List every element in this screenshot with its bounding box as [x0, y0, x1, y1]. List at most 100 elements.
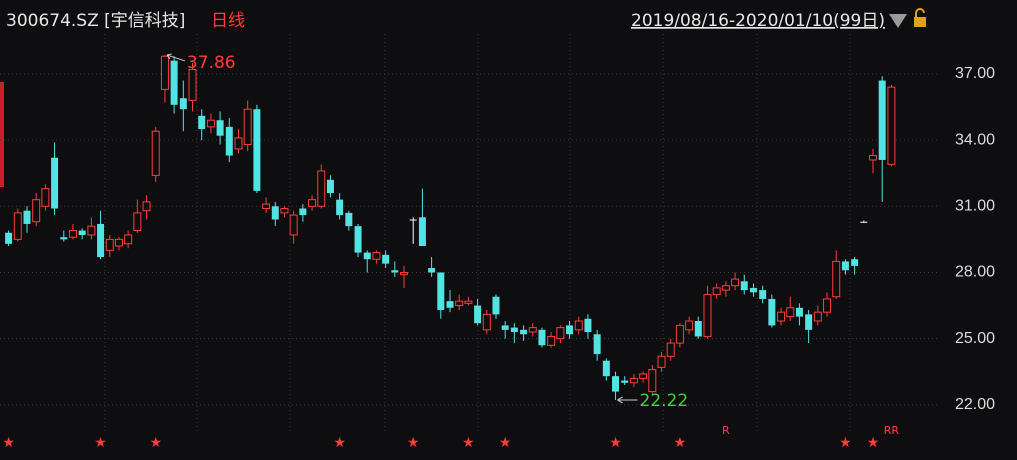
event-marker: R	[722, 424, 730, 437]
candle-body	[400, 271, 409, 276]
candle-body	[851, 259, 859, 266]
candle-body	[657, 355, 666, 368]
candle-body	[32, 199, 41, 223]
candle-body	[317, 170, 326, 207]
candle-body	[225, 126, 233, 156]
candle-body	[198, 115, 206, 130]
y-tick-label: 25.00	[955, 330, 995, 347]
candle-body	[712, 287, 721, 296]
candle-body	[455, 300, 464, 307]
candle-body	[621, 380, 629, 383]
candle-body	[731, 278, 740, 287]
candle-body	[805, 314, 813, 330]
candle-body	[41, 188, 50, 207]
candle-body	[437, 272, 445, 310]
candle-body	[694, 321, 702, 337]
event-marker: ★	[149, 435, 162, 451]
candle-body	[428, 268, 436, 273]
candle-body	[492, 296, 500, 315]
candle-body	[289, 214, 298, 236]
side-marker	[0, 82, 4, 187]
candle-body	[23, 210, 31, 224]
candle-body	[5, 232, 13, 244]
candle-body	[556, 327, 565, 340]
candle-body	[574, 320, 583, 331]
candle-body	[234, 137, 243, 150]
candle-body	[68, 230, 77, 238]
candle-body	[124, 234, 133, 245]
candle-body	[768, 298, 776, 326]
candle-body	[777, 311, 786, 322]
candle-body	[566, 325, 574, 335]
candle-body	[721, 285, 730, 291]
y-tick-label: 34.00	[955, 131, 995, 148]
event-marker: ★	[94, 435, 107, 451]
min-arrow	[617, 396, 638, 404]
candle-body	[528, 327, 537, 333]
lock-icon[interactable]	[914, 8, 926, 27]
candle-body	[510, 327, 518, 333]
candle-body	[547, 335, 556, 346]
candle-body	[860, 221, 868, 223]
candle-body	[418, 217, 426, 246]
candle-body	[354, 226, 362, 253]
candle-body	[391, 270, 399, 273]
candle-body	[253, 109, 261, 191]
candle-body	[409, 219, 417, 221]
candle-body	[740, 281, 748, 291]
candle-body	[749, 287, 757, 293]
candle-body	[326, 179, 334, 194]
event-marker: ★	[499, 435, 512, 451]
event-marker: ★	[462, 435, 475, 451]
candle-body	[87, 225, 96, 236]
candle-body	[170, 60, 178, 105]
candle-body	[612, 376, 620, 392]
candle-body	[60, 237, 68, 240]
event-marker: ★	[333, 435, 346, 451]
candle-body	[666, 342, 675, 357]
candle-body	[823, 298, 832, 313]
y-tick-label: 22.00	[955, 396, 995, 413]
candle-body	[336, 199, 344, 216]
candle-body	[308, 199, 317, 207]
candle-body	[243, 108, 252, 146]
candle-body	[832, 260, 841, 298]
candle-body	[464, 300, 473, 304]
candle-body	[675, 324, 684, 344]
dropdown-icon[interactable]	[889, 14, 907, 28]
candle-body	[639, 373, 648, 379]
candle-body	[602, 360, 610, 377]
date-range[interactable]: 2019/08/16-2020/01/10(99日)	[631, 11, 885, 31]
candle-body	[271, 206, 279, 220]
candle-body	[151, 130, 160, 176]
candle-body	[299, 208, 307, 216]
candle-body	[188, 68, 197, 101]
candle-body	[759, 290, 767, 299]
candle-body	[446, 301, 454, 308]
event-marker: ★	[867, 435, 880, 451]
candle-body	[648, 369, 657, 393]
candle-body	[869, 155, 878, 161]
candle-body	[97, 223, 105, 258]
candle-body	[520, 329, 528, 335]
event-marker: ★	[839, 435, 852, 451]
candle-body	[685, 320, 694, 331]
event-marker: ★	[407, 435, 420, 451]
candle-body	[878, 80, 886, 160]
candle-body	[887, 86, 896, 165]
period: 日线	[211, 11, 245, 31]
candle-body	[703, 294, 712, 337]
candle-body	[262, 203, 271, 209]
candle-body	[474, 305, 482, 324]
max-arrow	[166, 53, 186, 62]
chart-title: 300674.SZ [宇信科技]	[6, 11, 185, 31]
candle-body	[629, 377, 638, 384]
candle-body	[133, 212, 142, 232]
candle-body	[382, 254, 390, 264]
candle-body	[501, 325, 509, 330]
candle-body	[482, 313, 491, 331]
y-tick-label: 31.00	[955, 198, 995, 215]
candle-body	[78, 230, 86, 235]
candle-body	[813, 311, 822, 322]
